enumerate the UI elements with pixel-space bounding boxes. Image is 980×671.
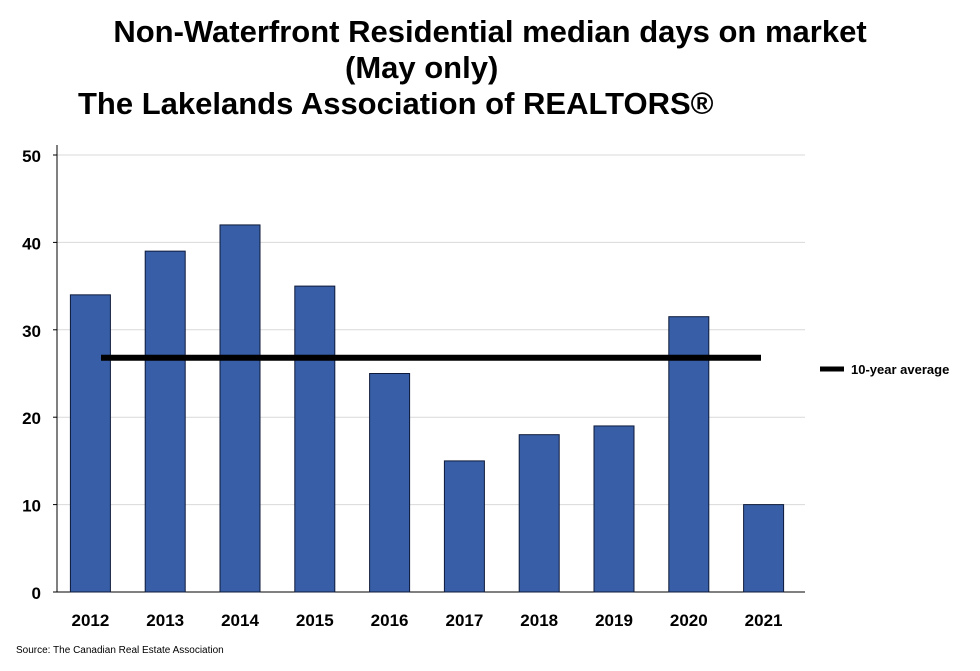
- y-tick-label: 20: [22, 409, 41, 428]
- bar: [69, 294, 111, 593]
- y-tick-label: 10: [22, 497, 41, 516]
- title-line-3: The Lakelands Association of REALTORS®: [78, 86, 714, 121]
- bar: [219, 224, 261, 593]
- x-tick-label: 2017: [445, 611, 483, 630]
- x-tick-label: 2021: [745, 611, 783, 630]
- bar: [518, 434, 560, 593]
- bar: [144, 250, 186, 593]
- title-line-2: (May only): [345, 50, 499, 85]
- y-tick-label: 40: [22, 234, 41, 253]
- bar: [668, 316, 710, 593]
- bar: [743, 504, 785, 593]
- x-tick-label: 2014: [221, 611, 259, 630]
- y-tick-label: 50: [22, 147, 41, 166]
- source-note: Source: The Canadian Real Estate Associa…: [16, 645, 224, 656]
- title-line-1: Non-Waterfront Residential median days o…: [113, 14, 867, 49]
- bar: [593, 425, 635, 593]
- x-tick-label: 2015: [296, 611, 334, 630]
- x-tick-label: 2019: [595, 611, 633, 630]
- x-tick-label: 2020: [670, 611, 708, 630]
- bar: [369, 373, 411, 593]
- y-tick-label: 30: [22, 322, 41, 341]
- legend-label-average: 10-year average: [851, 362, 949, 377]
- y-tick-label: 0: [32, 584, 41, 603]
- bar: [294, 285, 336, 593]
- x-tick-label: 2018: [520, 611, 558, 630]
- bar: [443, 460, 485, 593]
- x-tick-label: 2013: [146, 611, 184, 630]
- chart-title: Non-Waterfront Residential median days o…: [0, 14, 980, 122]
- x-tick-label: 2016: [371, 611, 409, 630]
- x-tick-label: 2012: [71, 611, 109, 630]
